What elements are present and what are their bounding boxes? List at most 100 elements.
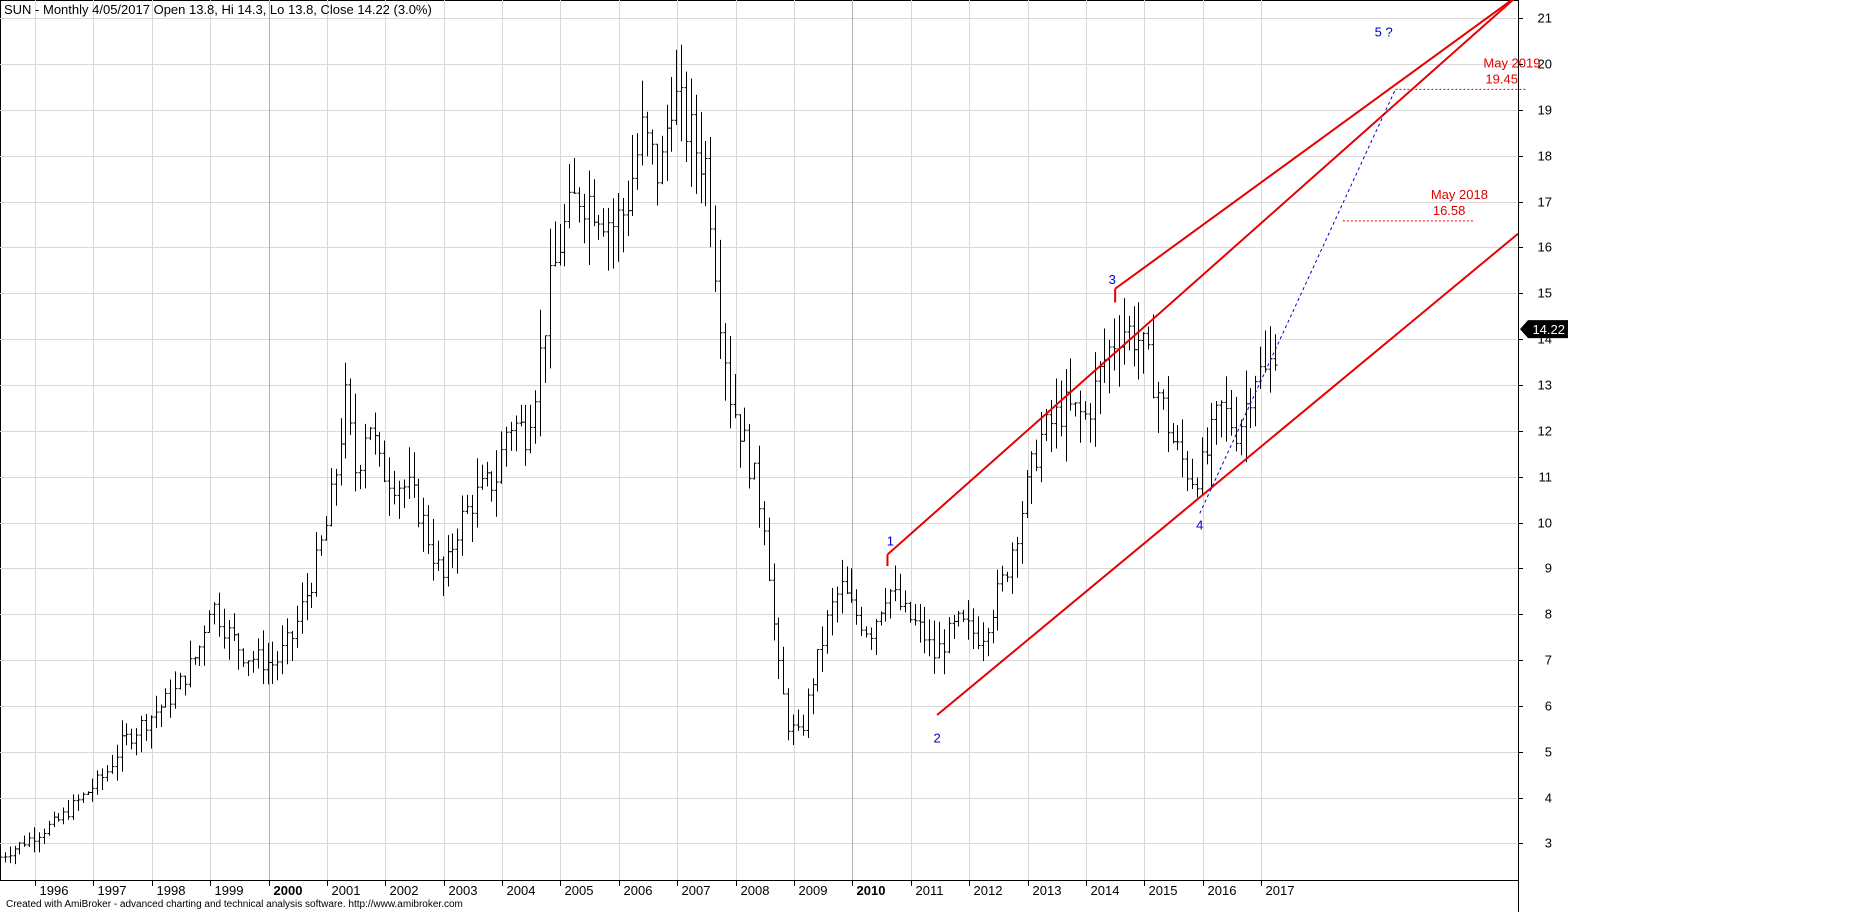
ohlc-bar: [1083, 401, 1088, 420]
ohlc-bar: [747, 424, 752, 489]
x-tick-label: 2002: [390, 883, 419, 898]
ohlc-bar: [504, 426, 509, 467]
ohlc-bar: [971, 608, 976, 650]
ohlc-bar: [903, 590, 908, 613]
target-value-label: 16.58: [1433, 203, 1466, 218]
x-tick-label: 2009: [799, 883, 828, 898]
ohlc-bar: [86, 791, 91, 795]
ohlc-bar: [382, 440, 387, 483]
ohlc-bar: [893, 565, 898, 602]
ohlc-bar: [1224, 376, 1229, 442]
ohlc-bar: [1151, 314, 1156, 399]
ohlc-bar: [567, 163, 572, 229]
price-bars: [0, 44, 1278, 865]
ohlc-bar: [820, 626, 825, 672]
ohlc-bar: [450, 533, 455, 568]
ohlc-bar: [56, 813, 61, 822]
ohlc-bar: [577, 187, 582, 223]
plot-border: [0, 0, 1519, 881]
ohlc-bar: [193, 656, 198, 665]
ohlc-bar: [932, 620, 937, 674]
ohlc-bar: [927, 619, 932, 657]
ohlc-bar: [407, 447, 412, 499]
ohlc-bar: [1136, 302, 1141, 380]
ohlc-bar: [129, 728, 134, 750]
ohlc-bar: [883, 587, 888, 622]
ohlc-bar: [1248, 388, 1253, 429]
ohlc-bar: [655, 143, 660, 206]
ohlc-bar: [772, 563, 777, 641]
ohlc-bar: [1015, 536, 1020, 578]
ohlc-bar: [222, 608, 227, 649]
wave-label: 4: [1196, 517, 1203, 532]
last-price-tag: 14.22: [1520, 320, 1568, 339]
ohlc-bar: [261, 630, 266, 685]
ohlc-bar: [1205, 427, 1210, 465]
ohlc-bar: [1141, 332, 1146, 374]
x-tick-label: 2004: [507, 883, 536, 898]
ohlc-bar: [416, 478, 421, 528]
ohlc-bar: [1234, 396, 1239, 452]
ohlc-bar: [679, 44, 684, 142]
ohlc-bar: [548, 228, 553, 369]
last-price-label: 14.22: [1532, 322, 1565, 337]
ohlc-bar: [202, 625, 207, 666]
x-tick-label: 1999: [215, 883, 244, 898]
ohlc-bar: [684, 71, 689, 162]
ohlc-bar: [689, 78, 694, 187]
ohlc-bar: [776, 617, 781, 680]
ohlc-bar: [811, 678, 816, 715]
ohlc-bar: [1214, 400, 1219, 445]
ohlc-bar: [635, 133, 640, 190]
ohlc-bar: [694, 94, 699, 194]
x-tick-label: 2013: [1033, 883, 1062, 898]
ohlc-bar: [1054, 378, 1059, 449]
ohlc-bar: [616, 193, 621, 262]
ohlc-bar: [1073, 402, 1078, 417]
ohlc-bar: [295, 605, 300, 648]
ohlc-bar: [558, 223, 563, 266]
wave-label: 1: [887, 533, 894, 548]
ohlc-bar: [660, 135, 665, 185]
ohlc-bar: [324, 516, 329, 541]
ohlc-bar: [329, 468, 334, 527]
y-tick-label: 7: [1545, 653, 1552, 668]
wave-label: 2: [933, 731, 940, 746]
ohlc-bar: [455, 528, 460, 574]
ohlc-bar: [742, 407, 747, 442]
ohlc-bar: [665, 104, 670, 181]
ohlc-bar: [3, 852, 8, 863]
ohlc-bar: [1219, 400, 1224, 438]
ohlc-bar: [1078, 390, 1083, 443]
ohlc-bar: [553, 221, 558, 267]
ohlc-bar: [601, 208, 606, 237]
x-tick-label: 2016: [1208, 883, 1237, 898]
target-date-label: May 2019: [1483, 55, 1540, 70]
ohlc-bar: [76, 794, 81, 811]
ohlc-bar: [796, 709, 801, 731]
target-date-label: May 2018: [1431, 187, 1488, 202]
ohlc-bar: [1273, 334, 1278, 371]
ohlc-bar: [801, 714, 806, 736]
ohlc-bar: [752, 462, 757, 480]
x-tick-label: 2007: [682, 883, 711, 898]
ohlc-bar: [397, 480, 402, 519]
x-axis: 1996 1997 1998 1999 2000 2001 2002 2003 2004 2005…: [35, 880, 1294, 898]
ohlc-bar: [703, 141, 708, 207]
ohlc-bar: [786, 688, 791, 741]
chart-grid: [0, 0, 1519, 881]
ohlc-bar: [840, 559, 845, 614]
ohlc-bar: [47, 820, 52, 836]
ohlc-bar: [835, 586, 840, 623]
ohlc-bar: [1064, 368, 1069, 462]
ohlc-bar: [212, 602, 217, 625]
y-tick-label: 17: [1538, 195, 1552, 210]
ohlc-bar: [815, 648, 820, 692]
ohlc-bar: [358, 464, 363, 490]
ohlc-bar: [207, 610, 212, 634]
ohlc-bar: [961, 609, 966, 622]
ohlc-bar: [1000, 565, 1005, 592]
ohlc-bar: [8, 846, 13, 864]
ohlc-bar: [723, 323, 728, 401]
ohlc-bar: [718, 239, 723, 359]
